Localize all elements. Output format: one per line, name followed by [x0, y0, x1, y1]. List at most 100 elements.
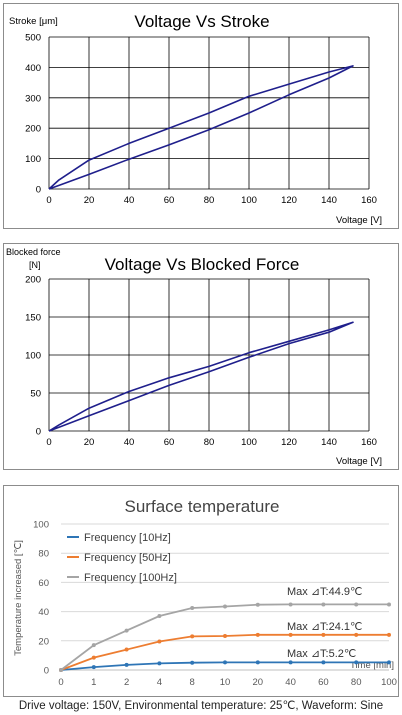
data-point — [255, 632, 260, 637]
data-point — [223, 633, 227, 638]
data-point — [91, 665, 96, 670]
data-point — [255, 660, 260, 665]
temperature-chart: Surface temperature Temperature increase… — [13, 497, 397, 688]
data-point — [190, 605, 195, 610]
x-tick-label: 100 — [241, 195, 257, 206]
data-point — [387, 632, 391, 637]
hysteresis-loop-line — [48, 321, 354, 432]
stroke-chart-title: Voltage Vs Stroke — [134, 12, 269, 31]
y-tick-label: 200 — [25, 124, 41, 135]
x-tick-label: 120 — [281, 195, 297, 206]
x-tick-label: 2 — [124, 677, 129, 688]
x-tick-label: 140 — [321, 437, 337, 448]
x-tick-label: 100 — [241, 437, 257, 448]
force-chart-ylabel-line1: Blocked force — [6, 247, 61, 257]
data-point — [387, 602, 391, 607]
data-point — [157, 639, 162, 644]
annotation-100hz: Max ⊿T:44.9℃ — [287, 586, 362, 598]
data-point — [157, 661, 162, 666]
data-point — [157, 613, 162, 618]
x-tick-label: 60 — [318, 677, 329, 688]
data-point — [354, 632, 359, 637]
y-tick-label: 60 — [38, 578, 49, 589]
x-tick-label: 20 — [253, 677, 264, 688]
x-tick-label: 140 — [321, 195, 337, 206]
x-tick-label: 20 — [84, 195, 95, 206]
data-point — [321, 660, 326, 665]
data-point — [124, 628, 129, 633]
y-tick-label: 40 — [38, 607, 49, 618]
y-tick-label: 400 — [25, 63, 41, 74]
x-tick-label: 160 — [361, 437, 377, 448]
hysteresis-loop-line — [48, 65, 354, 190]
x-tick-label: 0 — [46, 195, 51, 206]
x-tick-label: 10 — [220, 677, 231, 688]
force-chart-xlabel: Voltage [V] — [336, 456, 382, 467]
x-tick-label: 160 — [361, 195, 377, 206]
force-chart-panel: Voltage Vs Blocked Force Blocked force [… — [3, 243, 399, 470]
data-point — [387, 660, 391, 665]
test-conditions-footer: Drive voltage: 150V, Environmental tempe… — [18, 700, 384, 712]
y-tick-label: 20 — [38, 636, 49, 647]
y-tick-label: 300 — [25, 93, 41, 104]
temperature-chart-title: Surface temperature — [125, 497, 280, 516]
x-tick-label: 80 — [204, 195, 215, 206]
data-point — [124, 662, 129, 667]
data-point — [321, 632, 326, 637]
y-tick-label: 100 — [25, 351, 41, 362]
legend-entry: Frequency [100Hz] — [84, 572, 177, 584]
x-tick-label: 60 — [164, 437, 175, 448]
y-tick-label: 100 — [33, 520, 49, 531]
force-chart-title: Voltage Vs Blocked Force — [105, 255, 300, 274]
y-tick-label: 80 — [38, 549, 49, 560]
y-tick-label: 0 — [36, 185, 41, 196]
y-tick-label: 200 — [25, 275, 41, 286]
temperature-chart-panel: Surface temperature Temperature increase… — [3, 485, 399, 697]
x-tick-label: 100 — [381, 677, 397, 688]
x-tick-label: 40 — [124, 437, 135, 448]
data-point — [223, 604, 227, 609]
x-tick-label: 8 — [190, 677, 195, 688]
data-point — [190, 634, 195, 639]
stroke-chart-ylabel: Stroke [μm] — [9, 16, 58, 27]
data-point — [190, 660, 195, 665]
data-point — [321, 602, 326, 607]
y-tick-label: 0 — [36, 427, 41, 438]
y-tick-label: 500 — [25, 33, 41, 44]
temperature-chart-ylabel: Temperature increased [℃] — [13, 540, 24, 656]
stroke-chart-panel: Voltage Vs Stroke Stroke [μm] Voltage [V… — [3, 3, 399, 229]
y-tick-label: 150 — [25, 313, 41, 324]
annotation-50hz: Max ⊿T:24.1℃ — [287, 621, 362, 633]
data-point — [354, 660, 359, 665]
y-tick-label: 0 — [44, 666, 49, 677]
data-point — [223, 660, 227, 665]
stroke-chart-xlabel: Voltage [V] — [336, 215, 382, 226]
x-tick-label: 120 — [281, 437, 297, 448]
data-point — [59, 668, 63, 672]
data-point — [255, 602, 260, 607]
y-tick-label: 100 — [25, 154, 41, 165]
data-point — [354, 602, 359, 607]
x-tick-label: 40 — [285, 677, 296, 688]
x-tick-label: 80 — [351, 677, 362, 688]
x-tick-label: 0 — [58, 677, 63, 688]
annotation-10hz: Max ⊿T:5.2℃ — [287, 648, 356, 660]
x-tick-label: 80 — [204, 437, 215, 448]
force-chart-ylabel-line2: [N] — [29, 260, 41, 270]
data-point — [124, 647, 129, 652]
data-point — [288, 602, 293, 607]
x-tick-label: 4 — [157, 677, 162, 688]
data-point — [288, 632, 293, 637]
x-tick-label: 1 — [91, 677, 96, 688]
legend-entry: Frequency [10Hz] — [84, 532, 171, 544]
temperature-chart-xlabel: Time [min] — [350, 660, 394, 671]
force-chart: Voltage Vs Blocked Force Blocked force [… — [6, 247, 382, 467]
x-tick-label: 40 — [124, 195, 135, 206]
data-point — [91, 643, 96, 648]
legend-entry: Frequency [50Hz] — [84, 552, 171, 564]
data-point — [91, 655, 96, 660]
x-tick-label: 20 — [84, 437, 95, 448]
x-tick-label: 0 — [46, 437, 51, 448]
stroke-chart: Voltage Vs Stroke Stroke [μm] Voltage [V… — [9, 12, 382, 226]
x-tick-label: 60 — [164, 195, 175, 206]
